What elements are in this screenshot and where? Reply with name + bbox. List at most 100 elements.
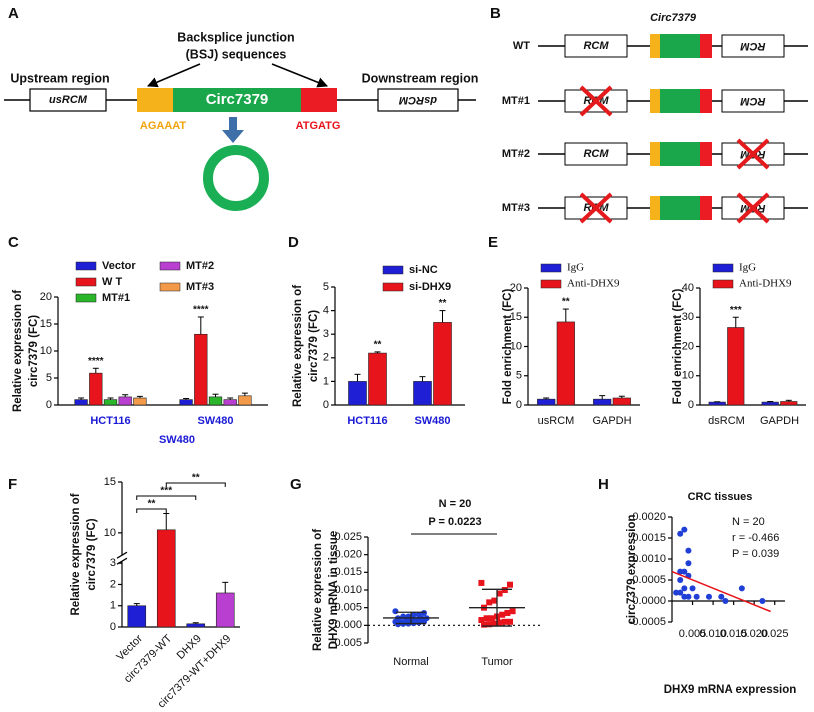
panel-label: D [288,234,299,251]
point [681,526,688,533]
annotation: N = 20 [732,516,765,528]
point [722,598,729,604]
x-tick-label: HCT116 [90,415,130,427]
row-label: MT#1 [502,95,530,107]
bar [238,395,252,406]
point [501,618,508,625]
legend-label: MT#2 [186,260,214,272]
y-tick-label: 0.0005 [632,574,666,586]
annotation: r = -0.466 [732,532,779,544]
y-tick-label: 5 [323,281,329,293]
point [496,590,503,597]
bar [186,623,206,628]
y-tick-label: 0 [688,399,694,411]
y-tick-label: 0.000 [334,619,362,631]
bracket [165,482,226,487]
bar [556,321,575,406]
bar [215,592,235,628]
deletion-mark [736,138,770,170]
legend-label: IgG [567,262,584,274]
x-tick-label: dsRCM [708,415,745,427]
x-tick-label: 0.010 [699,628,727,640]
bar [413,381,432,406]
arrow [271,63,328,88]
x-tick-label: Normal [393,656,428,668]
y-tick-label: 0.025 [334,531,362,543]
point [705,593,712,600]
y-tick-label: 0.015 [334,566,362,578]
y-tick-label: 20 [40,291,52,303]
x-tick-label: GAPDH [592,415,631,427]
y-tick-label: 15 [40,318,52,330]
y-tick-label: 3 [323,328,329,340]
legend-swatch [712,279,734,289]
legend-label: W T [102,276,122,288]
bar [133,397,147,406]
point [415,619,422,626]
exon-body [660,142,700,166]
circ-rna [203,145,269,211]
y-tick-label: -0.0005 [629,616,666,628]
y-axis-label: circ7379 (FC) [28,315,40,387]
y-axis-label: DHX9 mRNA in tissue [328,531,340,649]
point [685,560,692,567]
bsj-label: Backsplice junction [177,30,294,44]
rcm-box [29,88,107,112]
y-tick-label: 5 [46,372,52,384]
point [689,585,696,592]
exon-right [301,88,337,112]
exon-right [700,34,712,58]
bar [433,322,452,406]
point [507,618,513,625]
y-tick-label: 0 [516,399,522,411]
point [677,589,684,596]
significance: ** [562,297,570,308]
y-tick-label: 0.0010 [632,553,666,565]
bar [761,401,779,406]
y-tick-label: 1 [323,375,329,387]
rcm-label: dsRCM [398,94,437,106]
rcm-box [564,34,628,58]
point [410,611,417,618]
point [738,585,745,592]
down-arrow [229,117,237,131]
point [509,608,516,615]
y-axis-label: Relative expression of [292,285,304,407]
bracket [136,495,197,500]
bracket [136,508,167,513]
circ-label: Circ7379 [206,91,269,108]
bar [368,352,387,406]
x-tick-label: usRCM [538,415,575,427]
bar [612,397,631,406]
y-axis-label: Fold enrichment (FC) [502,289,514,405]
y-tick-label: 10 [104,527,116,539]
x-tick-label: 0.005 [679,628,707,640]
rcm-label: RCM [740,95,766,107]
exon-body [660,89,700,113]
x-axis-label: DHX9 mRNA expression [664,684,797,696]
point [486,599,493,606]
legend-label: IgG [739,262,756,274]
y-tick-label: 3 [110,557,116,569]
significance: ** [148,499,156,510]
y-tick-label: 2 [110,578,116,590]
bar [593,398,612,406]
bar [223,399,237,406]
y-tick-label: 5 [516,370,522,382]
significance: **** [193,305,209,316]
bar [118,396,132,406]
panel-label: A [8,5,19,22]
x-tick-label: 0.020 [740,628,768,640]
y-tick-label: 10 [40,345,52,357]
point [501,587,508,593]
exon-left [650,196,660,220]
exon-right [700,142,712,166]
rcm-label: RCM [740,40,766,52]
bar [156,529,176,628]
point [685,593,692,600]
legend-swatch [382,282,404,292]
legend-label: Anti-DHX9 [739,278,792,290]
down-arrow-head [222,130,244,143]
x-tick-label: SW480 [197,415,233,427]
